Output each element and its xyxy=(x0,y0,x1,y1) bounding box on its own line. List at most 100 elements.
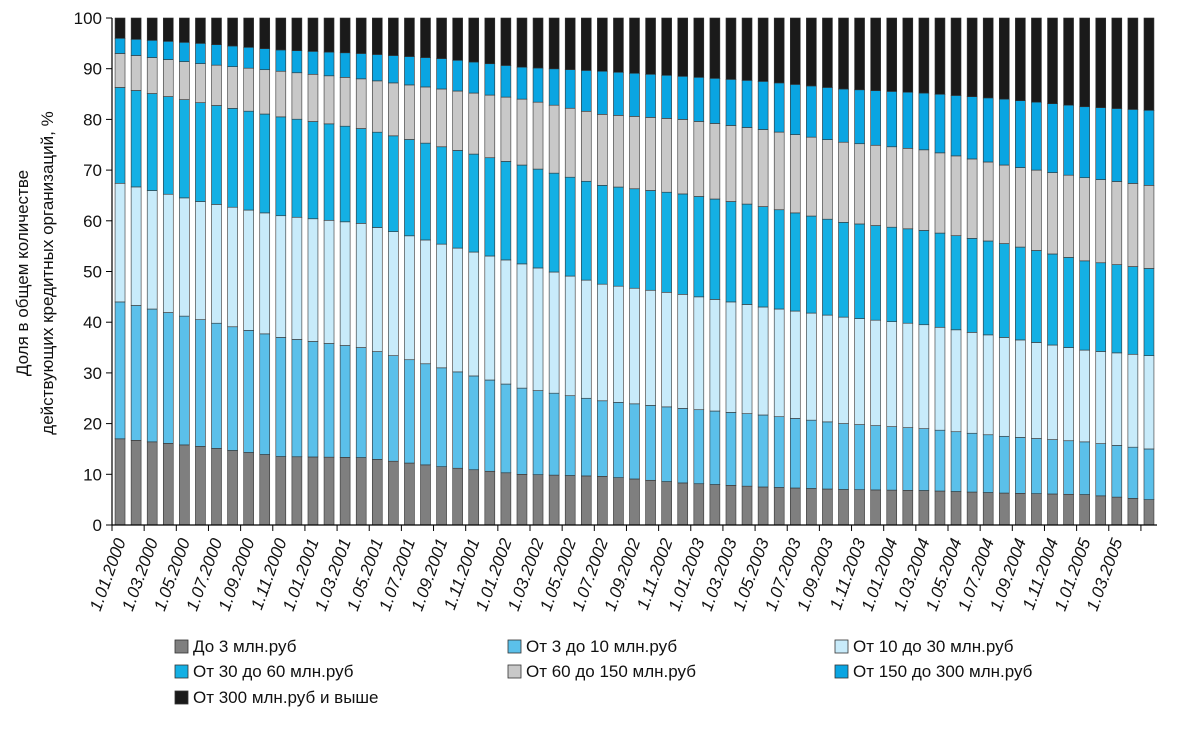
bar-segment xyxy=(773,82,785,133)
bar-segment xyxy=(307,51,319,75)
bar-segment xyxy=(291,17,303,51)
bar-segment xyxy=(452,59,463,92)
bar-segment xyxy=(645,405,656,481)
bar-segment xyxy=(355,128,367,224)
bar-column xyxy=(1047,17,1058,526)
bar-segment xyxy=(1079,17,1090,108)
bar-column xyxy=(918,17,930,526)
bar-column xyxy=(339,17,351,526)
bar-segment xyxy=(982,161,994,242)
bar-segment xyxy=(1031,493,1042,526)
bar-segment xyxy=(388,355,399,462)
legend-label: От 150 до 300 млн.руб xyxy=(853,662,1033,681)
bar-segment xyxy=(725,412,737,486)
bar-segment xyxy=(243,110,254,211)
bar-segment xyxy=(789,310,801,419)
bar-segment xyxy=(243,67,254,112)
bar-segment xyxy=(966,432,978,493)
bar-segment xyxy=(388,460,399,526)
bar-column xyxy=(130,17,142,526)
bar-segment xyxy=(1031,342,1042,439)
bar-segment xyxy=(982,492,994,526)
bar-segment xyxy=(870,319,881,426)
bar-segment xyxy=(838,316,849,424)
bar-column xyxy=(645,17,656,526)
bar-segment xyxy=(629,116,640,190)
bar-segment xyxy=(420,17,431,58)
bar-segment xyxy=(709,484,721,526)
bar-segment xyxy=(1031,438,1042,494)
bar-segment xyxy=(902,427,914,491)
bar-segment xyxy=(822,17,833,88)
bar-segment xyxy=(468,153,480,253)
bar-column xyxy=(323,17,335,526)
legend-item: От 150 до 300 млн.руб xyxy=(834,662,1033,681)
bar-segment xyxy=(661,481,672,526)
bar-segment xyxy=(323,123,335,221)
bar-segment xyxy=(1143,17,1155,111)
bar-segment xyxy=(275,337,287,457)
bar-segment xyxy=(629,17,640,74)
bar-segment xyxy=(982,240,994,336)
bar-segment xyxy=(1079,177,1090,262)
bar-segment xyxy=(677,76,689,120)
bar-segment xyxy=(355,78,367,129)
bar-segment xyxy=(484,157,496,257)
bar-segment xyxy=(773,131,785,211)
bar-column xyxy=(934,17,946,526)
y-axis-title-group: Доля в общем количестве действующих кред… xyxy=(13,111,57,434)
bar-column xyxy=(564,17,576,526)
bar-segment xyxy=(838,423,849,490)
bar-segment xyxy=(130,38,142,56)
bar-segment xyxy=(661,118,672,193)
bar-segment xyxy=(420,142,431,241)
bar-segment xyxy=(613,17,624,73)
bar-segment xyxy=(114,53,126,88)
bar-segment xyxy=(371,80,383,133)
bar-segment xyxy=(339,457,351,526)
bar-segment xyxy=(757,486,769,526)
bar-segment xyxy=(323,219,335,344)
bar-segment xyxy=(195,63,206,103)
bar-segment xyxy=(966,158,978,239)
y-axis-title-line2: действующих кредитных организаций, % xyxy=(38,111,57,434)
bar-segment xyxy=(613,115,624,188)
bar-segment xyxy=(709,299,721,412)
bar-segment xyxy=(1015,100,1026,168)
legend-swatch xyxy=(834,664,849,679)
bar-segment xyxy=(934,232,946,328)
bar-column xyxy=(162,17,174,526)
bar-segment xyxy=(452,150,463,249)
bar-segment xyxy=(806,488,817,526)
bar-segment xyxy=(725,79,737,126)
bar-segment xyxy=(500,17,512,66)
bar-segment xyxy=(404,359,415,464)
bar-segment xyxy=(1127,109,1139,184)
y-tick-label: 10 xyxy=(83,465,102,484)
bar-column xyxy=(179,17,190,526)
bar-segment xyxy=(725,201,737,303)
bar-segment xyxy=(886,426,898,491)
bar-segment xyxy=(114,301,126,440)
bar-segment xyxy=(420,464,431,526)
bar-segment xyxy=(757,81,769,130)
bar-segment xyxy=(323,343,335,458)
bar-segment xyxy=(500,65,512,98)
bar-column xyxy=(388,17,399,526)
bar-segment xyxy=(211,105,222,205)
bar-segment xyxy=(886,17,898,92)
y-tick-label: 90 xyxy=(83,60,102,79)
bar-segment xyxy=(130,305,142,441)
bar-column xyxy=(420,17,431,526)
bar-segment xyxy=(918,428,930,491)
bar-segment xyxy=(146,190,158,310)
bar-segment xyxy=(822,87,833,140)
bar-segment xyxy=(371,459,383,526)
bar-segment xyxy=(982,97,994,163)
bar-segment xyxy=(677,294,689,409)
bar-segment xyxy=(146,441,158,526)
bar-segment xyxy=(629,478,640,526)
bar-segment xyxy=(998,492,1010,526)
bar-segment xyxy=(1063,347,1074,442)
bar-segment xyxy=(645,289,656,406)
